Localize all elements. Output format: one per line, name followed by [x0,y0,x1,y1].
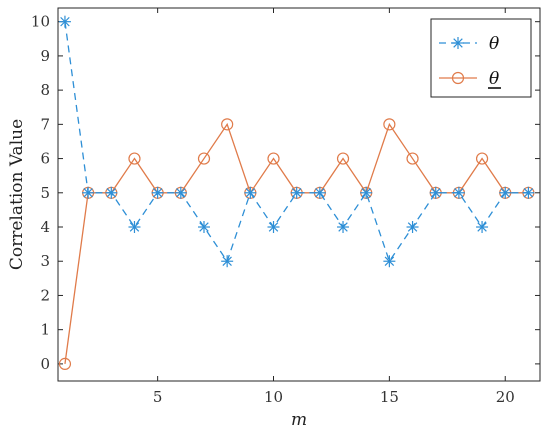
x-tick-label: 20 [496,388,515,406]
y-tick-label: 7 [40,115,50,133]
star-stroke [176,188,186,198]
chart-marks: 0 1 2 3 4 5 6 7 8 9 10 5 10 15 20 m Correlation Value θθ [7,7,541,430]
star-stroke [407,222,418,232]
x-axis-label: m [291,410,307,430]
star-stroke [384,256,395,266]
legend-marker [452,37,464,49]
series-1-point [151,186,164,199]
series-1-point [383,255,396,268]
y-tick-label: 4 [40,218,50,236]
x-tick-label: 15 [380,388,399,406]
legend: θθ [430,18,532,98]
series-1-point [522,186,535,199]
star-stroke [245,188,256,198]
legend-entry-2: θ [439,69,501,89]
y-tick-label: 5 [40,184,50,202]
series-2-point [58,357,72,370]
series-1-point [360,186,373,199]
star-stroke [523,188,534,198]
legend-box [430,18,532,98]
star-stroke [129,222,140,232]
series-2-point [475,152,489,165]
y-tick-label: 1 [40,321,50,339]
star-stroke [83,188,93,198]
series-1 [58,15,535,268]
star-stroke [222,256,232,266]
y-tick-label: 10 [31,13,50,31]
star-stroke [315,188,325,198]
series-1-point [452,186,465,199]
series-2-point [267,152,280,165]
y-tick-label: 8 [40,81,50,99]
series-1-point [499,186,512,199]
star-stroke [454,188,464,198]
star-stroke [453,38,463,48]
star-stroke [291,188,302,198]
y-tick-label: 0 [40,355,50,373]
y-tick-label: 3 [40,252,50,270]
series-1-point [406,221,419,234]
series-1-point [267,221,280,234]
y-tick-label: 6 [40,150,50,168]
plot-frame [57,7,541,382]
series-1-point [128,221,141,234]
series-2-point [197,152,211,165]
series-2-point [128,152,141,165]
star-stroke [500,188,510,198]
star-stroke [268,222,279,232]
y-tick-label: 2 [40,286,50,304]
star-stroke [152,188,163,198]
series-1-point [337,221,350,234]
x-tick-label: 10 [264,388,283,406]
series-1-point [197,221,210,234]
series-1-point [476,221,489,234]
series-1-point [58,15,71,28]
y-tick-label: 9 [40,47,50,65]
series-1-point [313,186,326,199]
star-stroke [338,222,348,232]
series-1-point [244,186,257,199]
series-1-point [82,186,95,199]
legend-label: θ [489,34,499,54]
star-stroke [199,222,209,232]
legend-label: θ [489,69,499,89]
series-1-point [174,186,187,199]
legend-entry-1: θ [439,34,499,54]
star-stroke [477,222,487,232]
star-stroke [361,188,371,198]
series-1-point [429,186,442,199]
series-2-line [64,122,529,364]
series-2-point [383,118,396,131]
star-stroke [106,188,117,198]
series-1-point [290,186,303,199]
series-2-point [406,152,419,165]
legend-marker [451,71,465,85]
series-2-point [221,118,234,131]
series-1-point [221,255,234,268]
star-stroke [430,188,441,198]
series-2-point [336,152,350,165]
star-stroke [60,16,70,27]
y-axis-label: Correlation Value [7,119,27,270]
series-2 [58,118,535,370]
x-tick-label: 5 [153,388,163,406]
series-1-point [105,186,118,199]
